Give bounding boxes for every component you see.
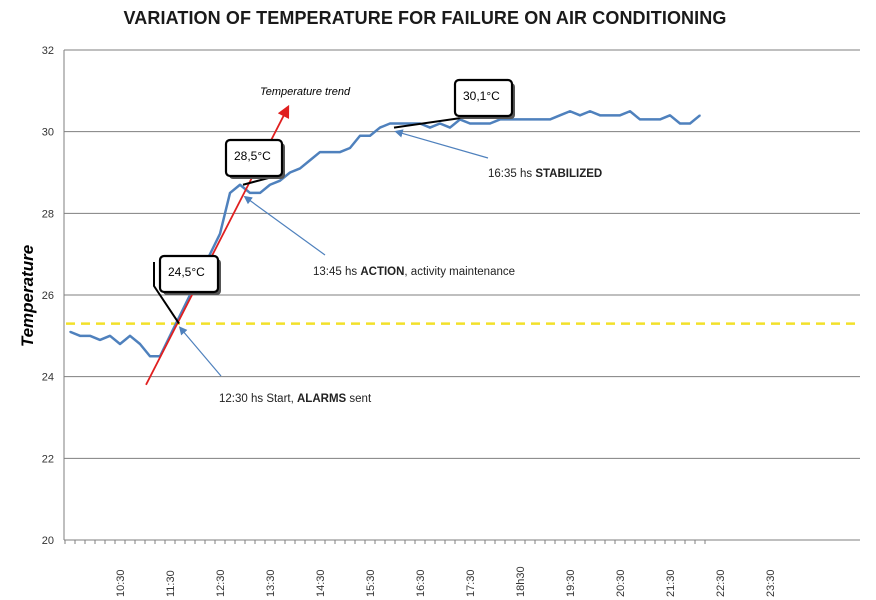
- data-point: [369, 134, 371, 137]
- data-point: [319, 151, 321, 153]
- data-point: [239, 183, 241, 186]
- data-point: [409, 122, 411, 125]
- data-point: [439, 122, 441, 125]
- data-point: [119, 343, 121, 345]
- x-tick-label: 16:30: [415, 569, 427, 597]
- y-tick-label: 30: [42, 127, 54, 139]
- y-tick-label: 26: [42, 290, 54, 302]
- data-point: [479, 122, 481, 125]
- data-point: [359, 134, 361, 137]
- temperature-series-line: [69, 110, 701, 358]
- data-point: [299, 167, 301, 170]
- data-point: [539, 118, 541, 121]
- data-point: [389, 122, 391, 125]
- callout-frame: [158, 254, 220, 294]
- data-point: [489, 122, 491, 125]
- data-point: [519, 118, 521, 121]
- x-tick-label: 19:30: [565, 569, 577, 597]
- x-tick-label: 20:30: [615, 569, 627, 597]
- callout-frame: [224, 138, 284, 178]
- data-point: [149, 355, 151, 358]
- data-point: [289, 171, 291, 174]
- data-point: [659, 118, 661, 121]
- data-point: [209, 253, 211, 255]
- data-point: [469, 122, 471, 125]
- annotation-arrow: [243, 195, 326, 256]
- x-tick-label: 22:30: [715, 569, 727, 597]
- data-point: [109, 335, 111, 337]
- data-point: [379, 126, 381, 129]
- callout-text: 28,5°C: [234, 149, 271, 163]
- x-tick-label: 18h30: [515, 566, 527, 597]
- data-point: [349, 147, 351, 149]
- callout-pointer: [153, 262, 180, 325]
- chart-title: VARIATION OF TEMPERATURE FOR FAILURE ON …: [123, 8, 727, 28]
- data-point: [89, 335, 91, 337]
- data-point: [129, 335, 131, 337]
- data-point: [79, 335, 81, 337]
- data-point: [629, 110, 631, 113]
- x-tick-label: 15:30: [365, 569, 377, 597]
- data-point: [449, 126, 451, 129]
- data-point: [429, 126, 431, 129]
- y-tick-label: 32: [42, 45, 54, 57]
- x-tick-label: 12:30: [215, 569, 227, 597]
- data-point: [529, 118, 531, 121]
- y-tick-label: 28: [42, 208, 54, 220]
- data-point: [619, 114, 621, 117]
- data-point: [549, 118, 551, 121]
- x-tick-label: 23:30: [765, 569, 777, 597]
- callout-box: 30,1°C: [393, 78, 515, 129]
- data-point: [259, 192, 261, 194]
- annotation-arrow: [394, 129, 489, 159]
- data-point: [139, 343, 141, 345]
- data-point: [329, 151, 331, 153]
- data-point: [509, 118, 511, 121]
- x-tick-label: 17:30: [465, 569, 477, 597]
- trend-label: Temperature trend: [260, 86, 351, 98]
- data-point: [339, 151, 341, 153]
- annotation-text: 16:35 hs STABILIZED: [488, 168, 602, 180]
- x-tick-label: 21:30: [665, 569, 677, 597]
- x-tick-label: 11:30: [165, 570, 177, 597]
- x-tick-label: 14:30: [315, 569, 327, 597]
- data-point: [279, 179, 281, 182]
- data-point: [679, 122, 681, 125]
- data-point: [569, 110, 571, 113]
- data-point: [609, 114, 611, 117]
- callout-text: 24,5°C: [168, 265, 205, 279]
- data-point: [699, 114, 701, 117]
- y-tick-label: 22: [42, 453, 54, 465]
- data-point: [269, 183, 271, 186]
- y-tick-label: 24: [42, 372, 54, 384]
- x-tick-label: 13:30: [265, 569, 277, 597]
- callout-box: 28,5°C: [224, 138, 285, 186]
- annotation-text: 13:45 hs ACTION, activity maintenance: [313, 266, 515, 278]
- annotation-arrow: [178, 326, 222, 377]
- data-point: [689, 122, 691, 125]
- data-point: [669, 114, 671, 117]
- annotation-text: 12:30 hs Start, ALARMS sent: [219, 393, 372, 405]
- data-point: [69, 330, 71, 333]
- data-point: [249, 192, 251, 194]
- data-point: [589, 110, 591, 113]
- data-point: [499, 118, 501, 121]
- callout-box: 24,5°C: [153, 254, 221, 325]
- y-axis-label: Temperature: [18, 245, 37, 347]
- data-point: [399, 122, 401, 125]
- data-point: [219, 232, 221, 235]
- data-point: [599, 114, 601, 117]
- x-tick-label: 10:30: [115, 569, 127, 597]
- data-point: [649, 118, 651, 121]
- callout-frame: [453, 78, 514, 118]
- callout-text: 30,1°C: [463, 89, 500, 103]
- data-point: [639, 118, 641, 121]
- y-tick-label: 20: [42, 535, 54, 547]
- data-point: [99, 339, 101, 341]
- data-point: [559, 114, 561, 117]
- data-point: [579, 114, 581, 117]
- data-point: [309, 159, 311, 162]
- data-point: [229, 192, 231, 194]
